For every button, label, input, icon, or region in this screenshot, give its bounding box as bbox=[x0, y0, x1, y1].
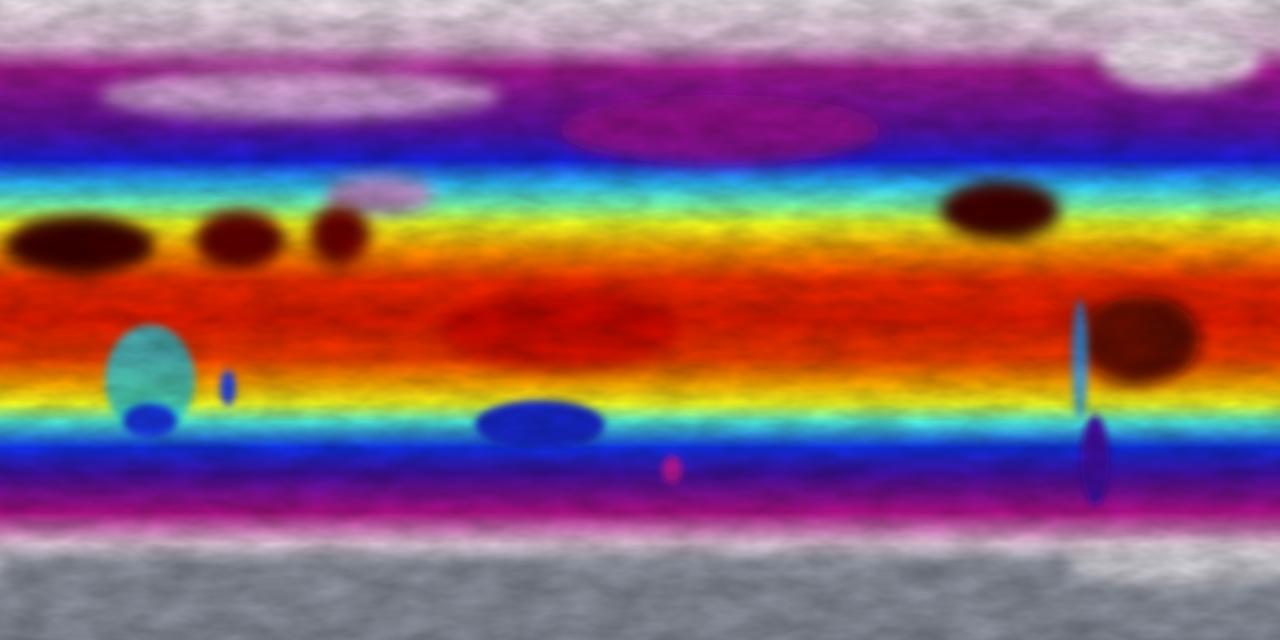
temperature-map bbox=[0, 0, 1280, 640]
texture-overlay bbox=[0, 0, 1280, 640]
